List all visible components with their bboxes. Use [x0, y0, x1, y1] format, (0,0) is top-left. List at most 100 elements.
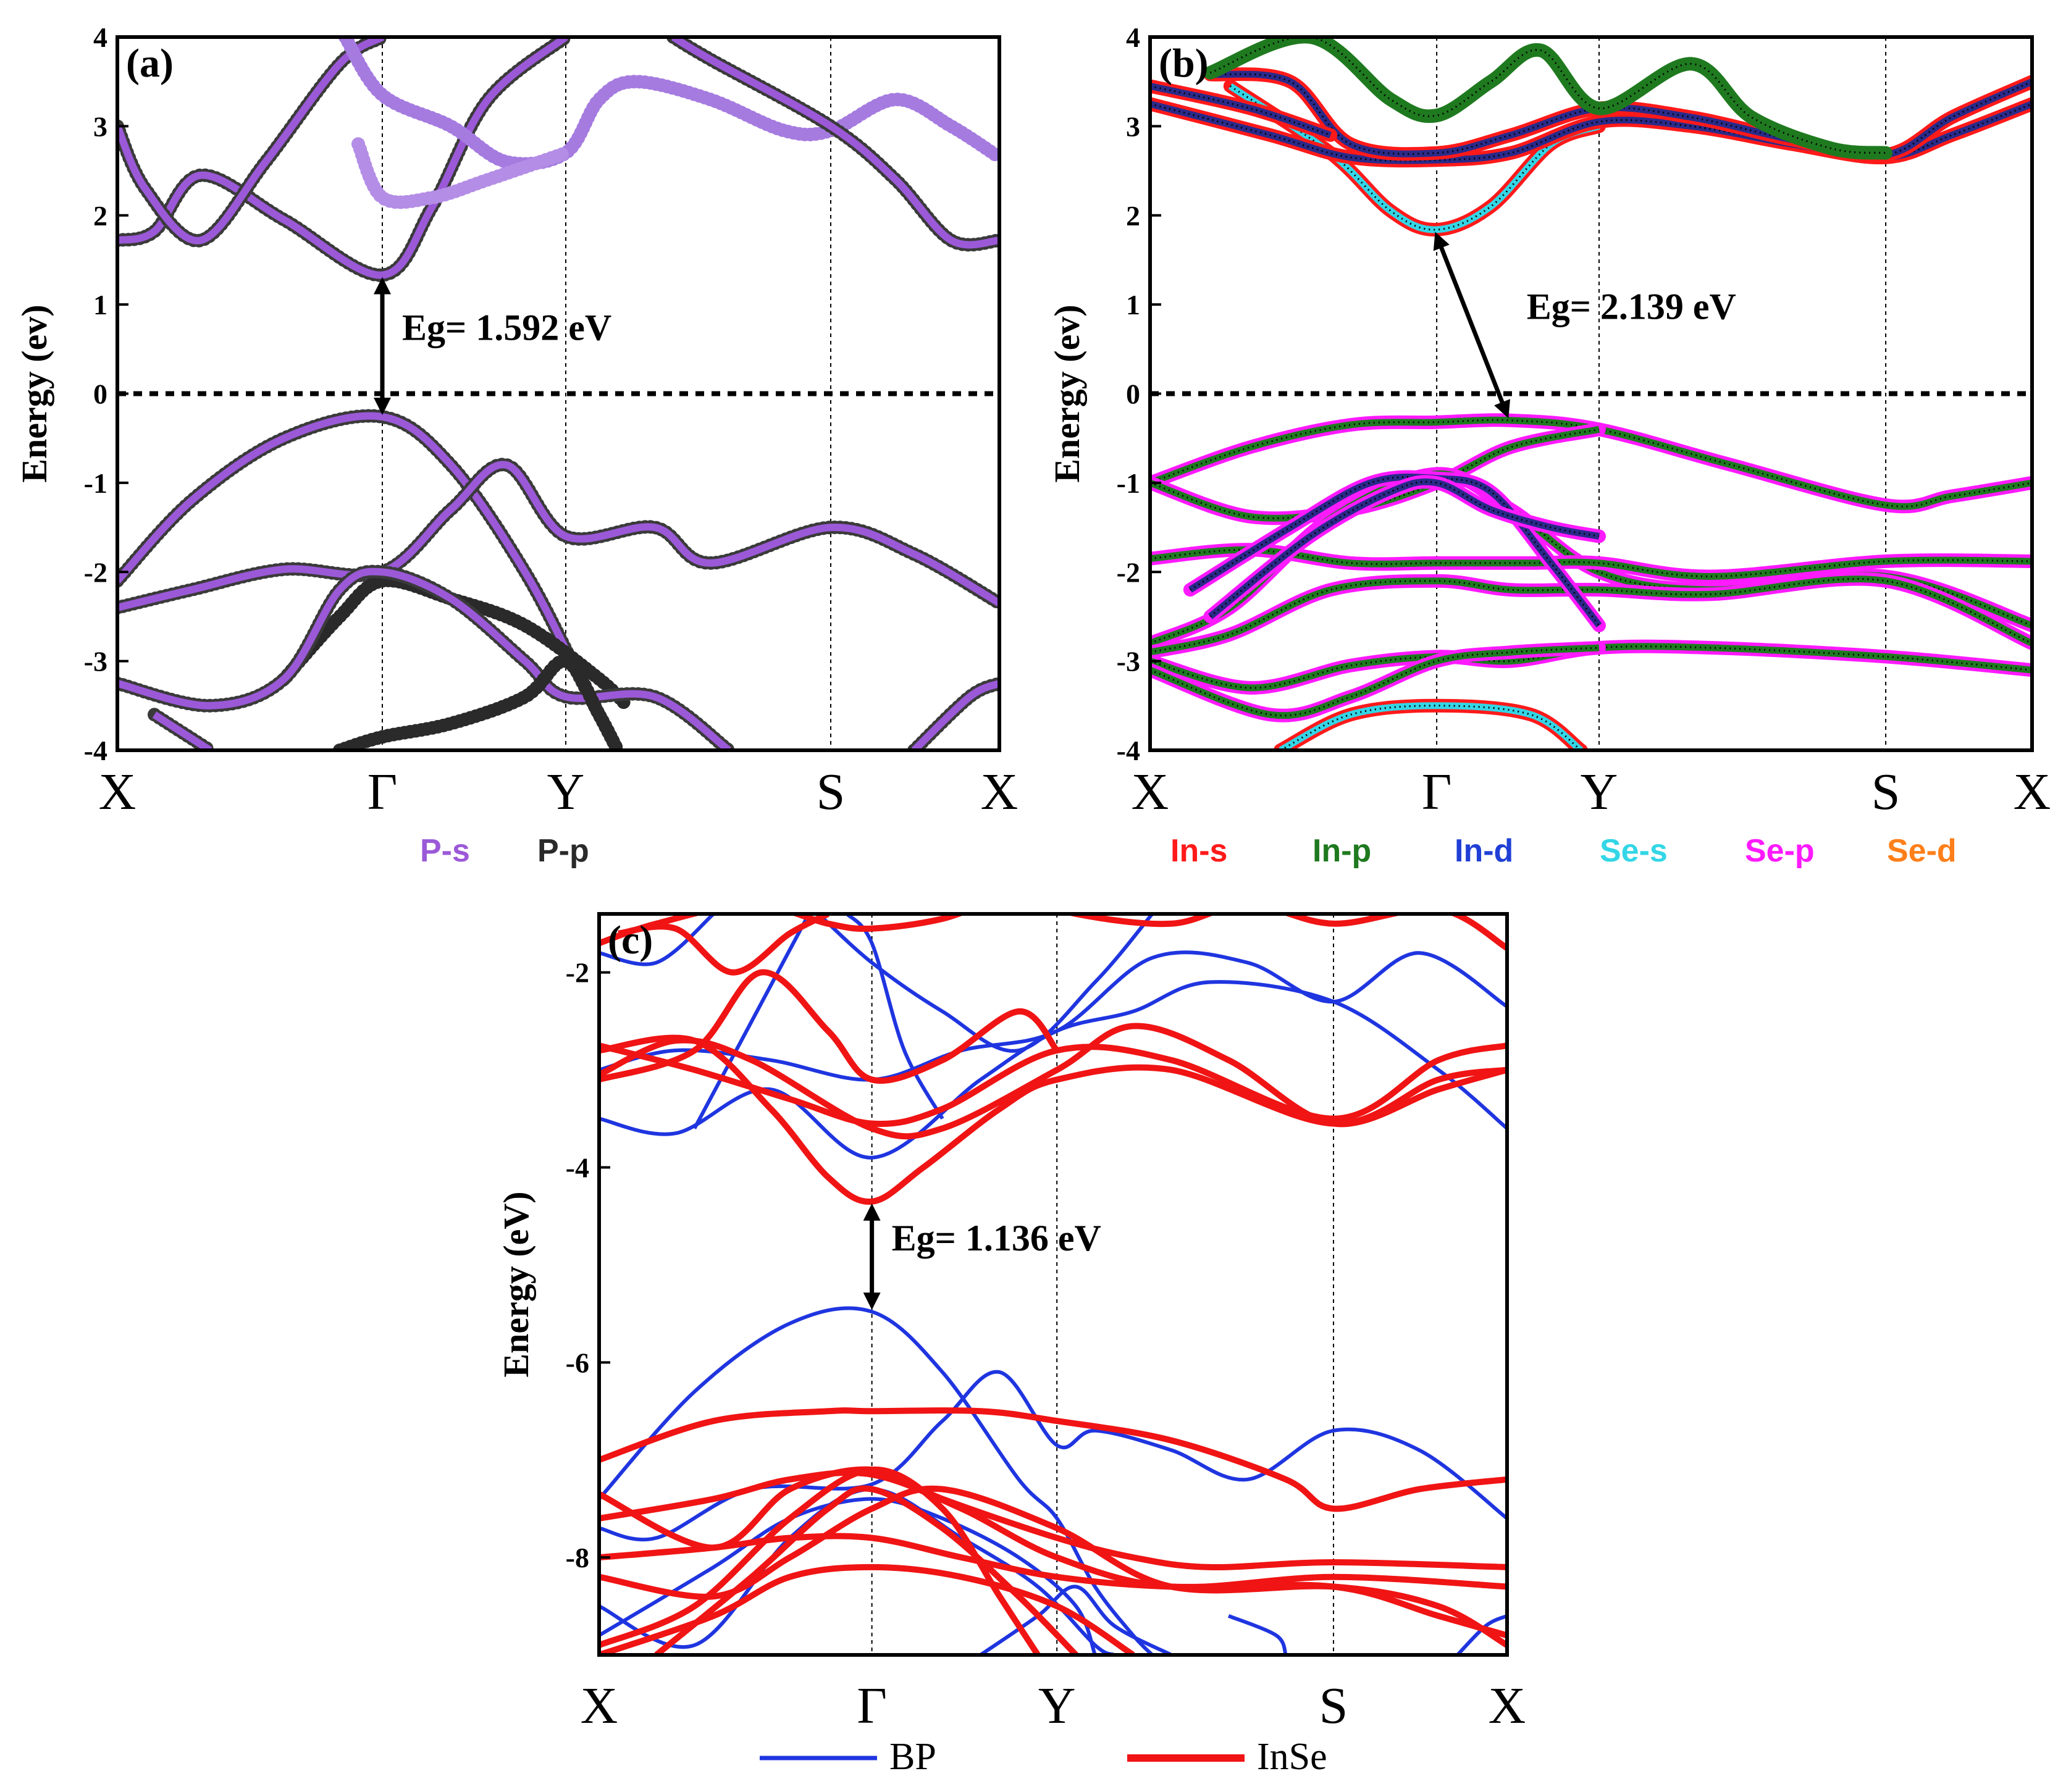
panel-a-kpoint-label-2: Y: [547, 763, 585, 821]
panel-a-kpoint-label-0: X: [99, 763, 136, 821]
panel-c-kpoint-label-1: Γ: [857, 1677, 887, 1735]
panel-c-band-inse-vb7: [599, 1564, 1135, 1655]
panel-b-band-vb9-core: [1209, 480, 1600, 618]
panel-b-ytick-label-2: -2: [1117, 556, 1140, 588]
panel-a-band-cb5: [671, 37, 999, 249]
panel-b-ylabel: Energy (ev): [1047, 304, 1087, 482]
panel-a-label: (a): [126, 41, 174, 86]
panel-b-bands: [1150, 37, 2032, 750]
panel-b-band-cb5: [1150, 83, 1332, 139]
legend-inse-label: InSe: [1257, 1736, 1327, 1778]
panel-c-band-inse-vb5: [599, 1485, 1507, 1648]
panel-b-label: (b): [1159, 41, 1209, 86]
panel-c-ytick-label-2: -4: [566, 1152, 589, 1184]
panel-a-band-vb7: [911, 680, 999, 750]
panel-c-band-bp-cb5: [817, 914, 1154, 1053]
panel-a-band-cb4: [355, 142, 567, 206]
legend-p-p-label: P-p: [537, 833, 589, 869]
panel-c-ytick-label-3: -2: [566, 957, 589, 989]
legend-in-d-label: In-d: [1455, 833, 1513, 869]
panel-a-kpoint-label-3: S: [817, 763, 846, 821]
panel-c-band-inse-vb8: [654, 1485, 1078, 1655]
panel-c-band-inse-cb5: [618, 914, 830, 976]
panel-c-band-bp-vb7: [1456, 1614, 1507, 1655]
panel-b-ytick-label-0: -4: [1117, 735, 1140, 766]
panel-c-gap-label: Eg= 1.136 eV: [892, 1218, 1101, 1258]
panel-b-band-vb6: [1150, 643, 2032, 692]
panel-c-label: (c): [608, 918, 653, 963]
panel-c-band-bp-cb3: [599, 914, 715, 966]
panel-c-ytick-label-0: -8: [566, 1542, 589, 1573]
panel-b-ytick-label-5: 1: [1126, 289, 1140, 320]
panel-b: -4 -3 -2 -1 0 1 2 3 4 Energy (ev) X Γ Y S X (b) Eg= 2.13…: [1047, 22, 2051, 869]
legend-in-s-label: In-s: [1170, 833, 1227, 869]
panel-a-kpoint-label-1: Γ: [368, 763, 398, 821]
panel-a-gap-label: Eg= 1.592 eV: [402, 307, 611, 348]
panel-c: -8 -6 -4 -2 Energy (eV) X Γ Y S X (c) Eg= 1.136 eV B…: [496, 912, 1526, 1778]
panel-a-kpoint-label-4: X: [981, 763, 1018, 821]
legend-in-p-label: In-p: [1312, 833, 1371, 869]
panel-c-band-inse-vb2: [599, 1466, 1507, 1571]
panel-b-kpoint-label-0: X: [1132, 763, 1169, 821]
legend-bp-label: BP: [889, 1736, 936, 1778]
panel-c-band-inse-vb4: [599, 1533, 1507, 1639]
panel-b-gap-label: Eg= 2.139 eV: [1527, 286, 1736, 327]
panel-c-band-inse-cb6: [599, 914, 1507, 951]
panel-a-ytick-label-5: 1: [93, 289, 107, 320]
panel-b-band-cb6: [1279, 702, 1584, 750]
panel-c-band-bp-vb6: [1227, 1614, 1288, 1655]
panel-b-ytick-label-6: 2: [1126, 200, 1140, 232]
panel-c-band-inse-cb3: [599, 1023, 1507, 1140]
panel-b-band-vb7-core: [1150, 647, 1600, 717]
panel-c-band-inse-vb3: [599, 1469, 1507, 1591]
panel-a: -4 -3 -2 -1 0 1 2 3 4 Energy (ev) X Γ Y S X (a) Eg= 1.59…: [14, 22, 1018, 869]
panel-a-ytick-label-1: -3: [84, 646, 107, 677]
panel-b-ytick-label-4: 0: [1126, 379, 1140, 410]
legend-p-s-label: P-s: [420, 833, 470, 869]
panel-a-band-vb5: [338, 657, 621, 750]
panel-c-kpoint-label-3: S: [1319, 1677, 1348, 1735]
panel-b-band-vb2: [1150, 425, 1600, 522]
panel-b-band-vb1-core: [1150, 419, 2032, 508]
panel-a-ytick-label-4: 0: [93, 379, 107, 410]
legend-se-s-label: Se-s: [1600, 833, 1668, 869]
panel-b-gap-arrow: [1433, 232, 1511, 419]
panel-b-band-cb4-core: [1209, 37, 1886, 154]
panel-b-kpoint-label-1: Γ: [1422, 763, 1452, 821]
panel-a-band-cb1: [117, 37, 568, 279]
panel-c-band-inse-cb4: [599, 969, 1060, 1084]
panel-c-bands: [599, 914, 1507, 1655]
panel-c-ylabel: Energy (eV): [496, 1191, 536, 1377]
panel-a-ylabel: Energy (ev): [14, 304, 54, 482]
panel-c-band-bp-vb1: [599, 1306, 1154, 1655]
panel-a-ytick-label-3: -1: [84, 467, 107, 499]
panel-c-kpoint-label-2: Y: [1038, 1677, 1076, 1735]
panel-b-ytick-label-7: 3: [1126, 111, 1140, 142]
panel-c-band-inse-vb1: [599, 1407, 1507, 1512]
panel-a-bands: [117, 37, 999, 750]
panel-a-band-cb3: [342, 37, 999, 168]
panel-a-band-vb6: [152, 711, 212, 750]
panel-b-kpoint-label-4: X: [2014, 763, 2051, 821]
panel-a-ytick-label-7: 3: [93, 111, 107, 142]
panel-b-band-vb5-core: [1150, 578, 2032, 653]
panel-c-band-bp-cb4: [692, 914, 811, 1129]
panel-c-ytick-label-1: -6: [566, 1347, 589, 1378]
panel-a-band-vb4: [117, 567, 731, 750]
panel-c-frame: [597, 912, 1509, 1657]
panel-a-ytick-label-8: 4: [93, 22, 107, 53]
panel-b-ytick-label-8: 4: [1126, 22, 1140, 53]
panel-c-kpoint-label-0: X: [581, 1677, 618, 1735]
panel-a-ytick-label-0: -4: [84, 735, 107, 766]
legend-se-p-label: Se-p: [1745, 833, 1815, 869]
panel-c-band-inse-cb2: [599, 1042, 1507, 1127]
panel-b-kpoint-label-2: Y: [1581, 763, 1618, 821]
panel-b-kpoint-label-3: S: [1871, 763, 1900, 821]
panel-c-band-bp-cb6: [846, 914, 944, 1120]
panel-b-ytick-label-3: -1: [1117, 467, 1140, 499]
panel-c-kpoint-label-4: X: [1489, 1677, 1526, 1735]
panel-a-ytick-label-2: -2: [84, 556, 107, 588]
panel-b-ytick-label-1: -3: [1117, 646, 1140, 677]
panel-c-band-inse-vb6: [599, 1466, 1041, 1655]
